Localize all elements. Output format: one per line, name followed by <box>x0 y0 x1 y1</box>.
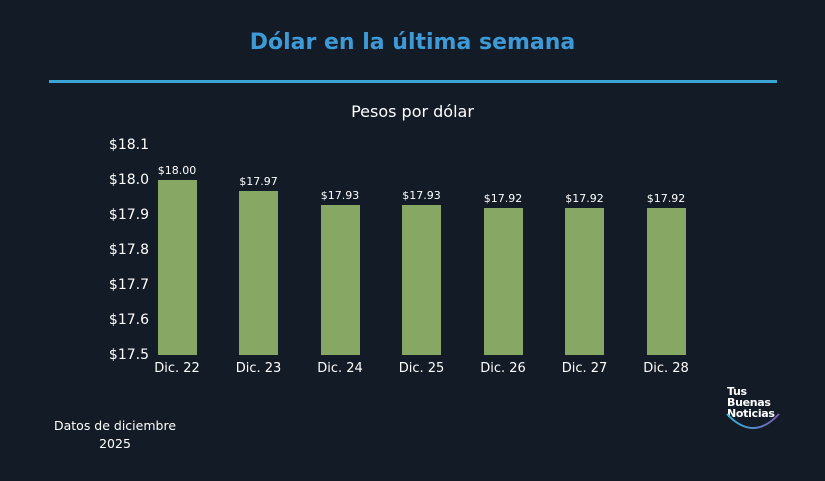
bar-value-label: $17.93 <box>402 188 441 202</box>
bar-value-label: $17.93 <box>320 188 360 202</box>
y-axis-tick: $17.8 <box>108 242 149 258</box>
brand-logo: Tus Buenas Noticias <box>727 386 787 419</box>
x-axis-label: Dic. 26 <box>480 361 526 376</box>
y-axis-tick: $17.7 <box>108 277 149 293</box>
logo-line-1: Tus <box>727 385 747 398</box>
logo-line-2: Buenas <box>727 396 771 409</box>
data-source-note: Datos de diciembre 2025 <box>40 417 190 453</box>
bar-value-label: $17.92 <box>565 192 604 205</box>
x-axis-label: Dic. 24 <box>317 361 363 376</box>
bar-value-label: $17.92 <box>646 192 686 205</box>
x-axis-label: Dic. 23 <box>235 361 282 376</box>
x-axis-label: Dic. 22 <box>154 361 200 376</box>
logo-line-3: Noticias <box>727 407 775 420</box>
bar <box>402 204 441 355</box>
bar <box>320 204 360 355</box>
x-axis-label: Dic. 25 <box>398 361 445 376</box>
bar-value-label: $18.00 <box>157 164 197 177</box>
bar <box>565 208 604 355</box>
bar-value-label: $17.92 <box>483 192 523 205</box>
y-axis-tick: $18.1 <box>108 137 149 153</box>
title-divider <box>49 80 777 83</box>
note-line-1: Datos de diciembre <box>53 418 177 433</box>
y-axis-tick: $17.9 <box>108 207 149 223</box>
bar <box>239 190 278 355</box>
bar <box>157 180 197 355</box>
y-axis-tick: $17.5 <box>108 347 149 363</box>
y-axis-tick: $17.6 <box>108 312 149 328</box>
chart-title: Dólar en la última semana <box>249 30 576 55</box>
y-axis-tick: $18.0 <box>108 172 149 188</box>
x-axis-label: Dic. 28 <box>643 361 689 376</box>
x-axis-label: Dic. 27 <box>561 361 608 376</box>
bar-value-label: $17.97 <box>239 174 278 188</box>
bar <box>483 208 523 355</box>
note-line-2: 2025 <box>99 436 131 451</box>
chart-subtitle: Pesos por dólar <box>351 102 474 121</box>
bar <box>646 208 686 355</box>
logo-smile-arc-icon <box>726 413 780 429</box>
